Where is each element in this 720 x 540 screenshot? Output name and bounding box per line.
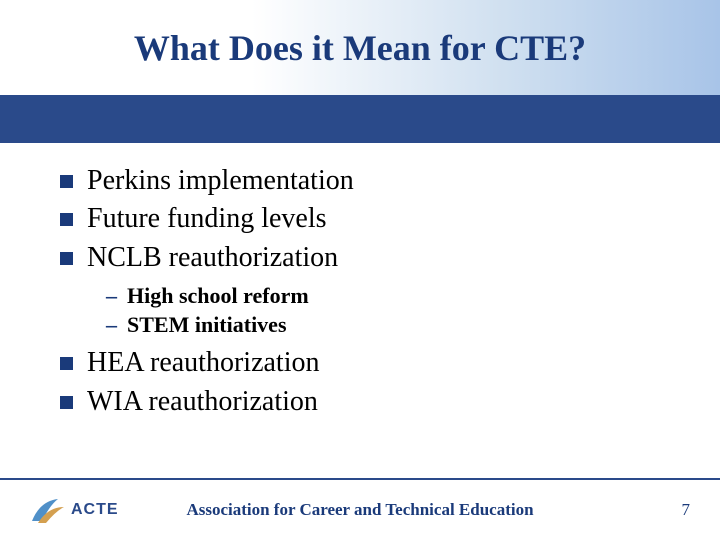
page-number: 7 <box>682 500 691 520</box>
sub-text: STEM initiatives <box>127 311 287 340</box>
bullet-item: HEA reauthorization <box>60 345 660 381</box>
bullet-square-icon <box>60 175 73 188</box>
bullet-item: WIA reauthorization <box>60 384 660 420</box>
header-bar <box>0 95 720 143</box>
dash-icon: – <box>106 311 117 340</box>
title-area: What Does it Mean for CTE? <box>0 0 720 95</box>
bullet-text: NCLB reauthorization <box>87 240 338 276</box>
sub-list: – High school reform – STEM initiatives <box>106 282 660 339</box>
sub-item: – STEM initiatives <box>106 311 660 340</box>
slide-title: What Does it Mean for CTE? <box>134 27 586 69</box>
bullet-square-icon <box>60 252 73 265</box>
footer: ACTE Association for Career and Technica… <box>0 480 720 540</box>
logo: ACTE <box>30 493 119 527</box>
bullet-item: Perkins implementation <box>60 163 660 199</box>
footer-org: Association for Career and Technical Edu… <box>186 500 533 520</box>
bullet-text: HEA reauthorization <box>87 345 319 381</box>
logo-swoosh-icon <box>30 493 68 527</box>
sub-item: – High school reform <box>106 282 660 311</box>
bullet-text: WIA reauthorization <box>87 384 318 420</box>
sub-text: High school reform <box>127 282 309 311</box>
bullet-item: Future funding levels <box>60 201 660 237</box>
logo-text: ACTE <box>71 501 119 519</box>
bullet-item: NCLB reauthorization <box>60 240 660 276</box>
bullet-text: Future funding levels <box>87 201 327 237</box>
bullet-square-icon <box>60 357 73 370</box>
content-area: Perkins implementation Future funding le… <box>0 143 720 420</box>
bullet-text: Perkins implementation <box>87 163 354 199</box>
bullet-square-icon <box>60 213 73 226</box>
bullet-square-icon <box>60 396 73 409</box>
dash-icon: – <box>106 282 117 311</box>
